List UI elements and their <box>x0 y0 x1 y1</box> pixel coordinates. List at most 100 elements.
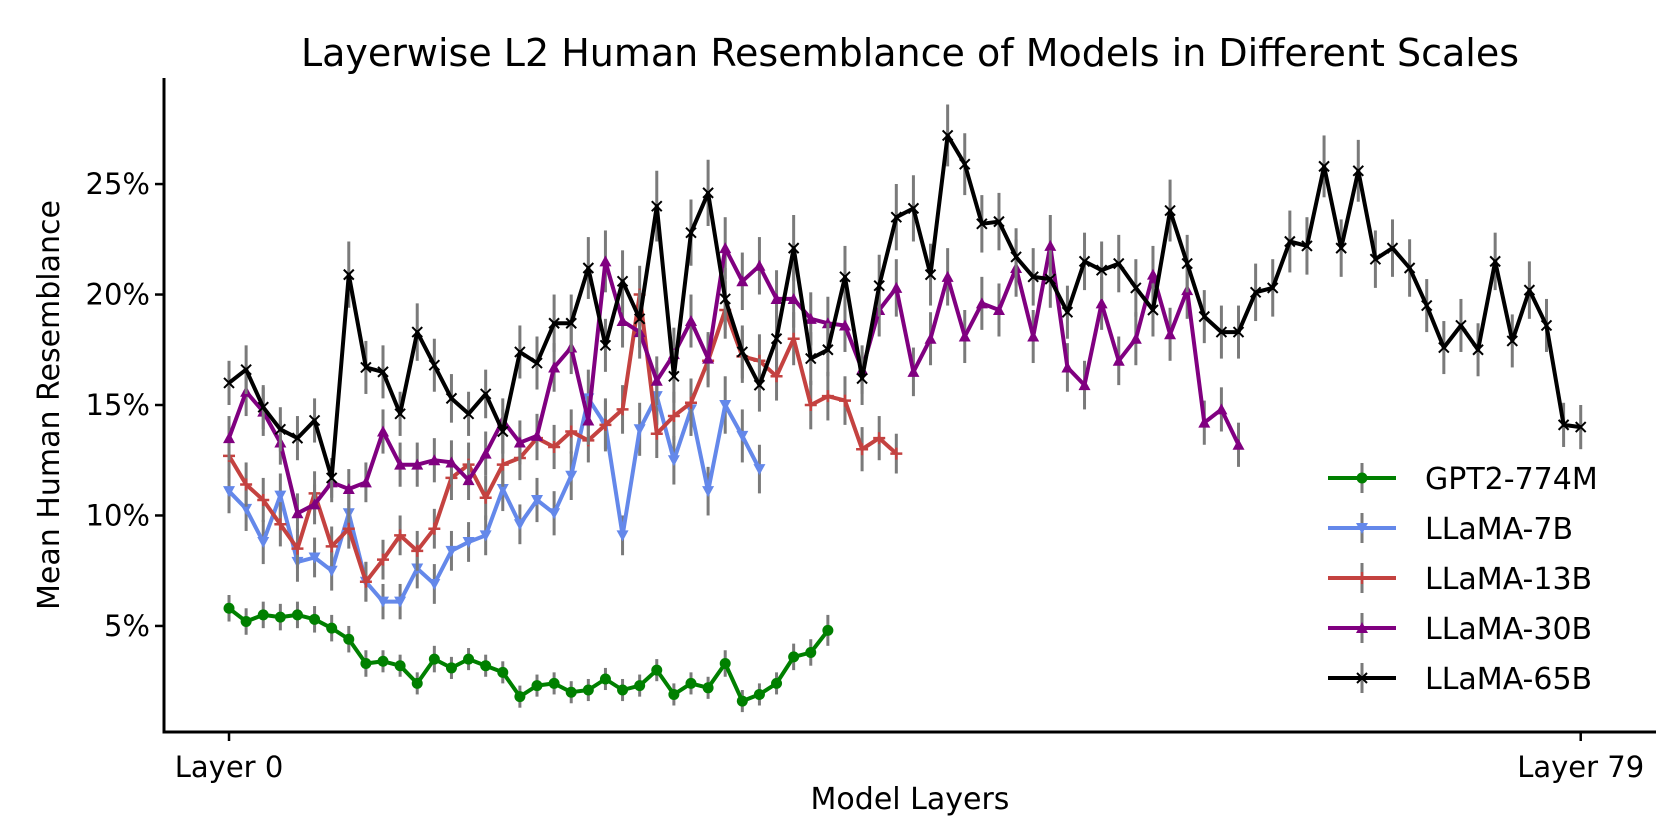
data-point <box>240 616 252 628</box>
series-llama-7b-points <box>223 391 766 608</box>
data-point <box>343 633 355 645</box>
data-point <box>719 242 732 254</box>
data-point <box>548 677 560 689</box>
data-point <box>428 359 441 371</box>
data-point <box>684 396 697 409</box>
data-point <box>531 680 543 692</box>
data-point <box>377 366 389 378</box>
data-point <box>599 255 612 267</box>
data-point <box>1095 264 1108 276</box>
data-point <box>1523 284 1536 296</box>
y-axis-label: Mean Human Resemblance <box>32 200 67 610</box>
data-point <box>1318 160 1330 173</box>
data-point <box>771 677 783 689</box>
legend-item-gpt2-774m: GPT2-774M <box>1328 462 1598 497</box>
data-point <box>308 414 321 427</box>
data-point <box>1438 341 1450 354</box>
series-llama-13b-error-bars <box>227 265 898 602</box>
x-axis-label: Model Layers <box>811 782 1010 817</box>
y-tick-label: 20% <box>86 278 150 312</box>
legend-marker <box>1356 672 1368 684</box>
data-point <box>616 275 629 287</box>
data-point <box>1129 332 1142 344</box>
data-point <box>1164 328 1177 340</box>
data-point <box>1130 282 1142 294</box>
data-point <box>257 401 269 413</box>
data-point <box>1267 282 1279 294</box>
data-point <box>685 677 697 689</box>
data-point <box>1010 251 1022 263</box>
data-point <box>479 491 492 504</box>
data-point <box>496 458 509 471</box>
data-point <box>274 423 287 436</box>
data-point <box>497 425 509 438</box>
data-point <box>531 495 543 507</box>
data-point <box>804 312 817 324</box>
data-point <box>924 268 937 281</box>
data-point <box>599 418 612 431</box>
data-point <box>890 281 903 293</box>
data-point <box>257 494 270 507</box>
data-point <box>531 429 543 441</box>
data-point <box>821 317 834 329</box>
data-point <box>719 658 731 670</box>
data-point <box>941 129 954 142</box>
data-point <box>548 317 560 329</box>
data-point <box>838 394 851 407</box>
data-point <box>582 414 595 426</box>
data-point <box>343 268 355 281</box>
data-point <box>497 666 509 678</box>
data-point <box>736 430 749 442</box>
legend-item-llama-13b: LLaMA-13B <box>1328 562 1592 597</box>
legend-marker <box>1356 572 1368 584</box>
data-point <box>958 330 971 342</box>
data-point <box>1403 262 1416 274</box>
data-point <box>890 447 903 460</box>
data-point <box>617 684 629 696</box>
data-point <box>736 695 748 707</box>
data-point <box>548 361 561 373</box>
data-point <box>325 472 338 484</box>
series-llama-30b-line <box>227 243 1241 516</box>
data-point <box>616 403 629 416</box>
legend-item-llama-7b: LLaMA-7B <box>1328 512 1573 547</box>
data-point <box>770 370 783 383</box>
data-point <box>274 490 287 502</box>
data-point <box>479 447 492 459</box>
data-point <box>394 529 407 542</box>
data-point <box>463 653 475 665</box>
legend-marker <box>1356 622 1368 633</box>
data-point <box>788 651 800 663</box>
data-point <box>531 357 543 369</box>
data-point <box>1232 438 1245 450</box>
data-point <box>1027 271 1039 283</box>
data-point <box>1061 306 1074 318</box>
data-point <box>326 622 338 634</box>
data-point <box>873 279 885 292</box>
data-point <box>821 390 834 403</box>
series-llama-65b-line <box>227 133 1581 480</box>
data-point <box>548 508 561 520</box>
data-point <box>959 158 971 170</box>
data-point <box>394 596 407 608</box>
data-point <box>1506 335 1518 347</box>
data-point <box>822 344 834 356</box>
data-point <box>445 545 458 557</box>
data-point <box>736 275 749 287</box>
plot-area <box>223 104 1587 713</box>
x-tick-label: Layer 79 <box>1517 750 1644 784</box>
data-point <box>890 211 903 223</box>
y-tick-label: 5% <box>104 609 150 643</box>
data-point <box>514 691 526 703</box>
data-point <box>941 270 954 282</box>
data-point <box>992 303 1005 315</box>
data-point <box>1369 253 1382 265</box>
data-point <box>565 470 578 482</box>
data-point <box>377 596 390 608</box>
data-point <box>702 352 715 364</box>
data-point <box>787 242 800 254</box>
y-tick-label: 25% <box>86 167 150 201</box>
data-point <box>291 542 304 555</box>
data-point <box>599 339 612 352</box>
data-point <box>650 374 663 386</box>
